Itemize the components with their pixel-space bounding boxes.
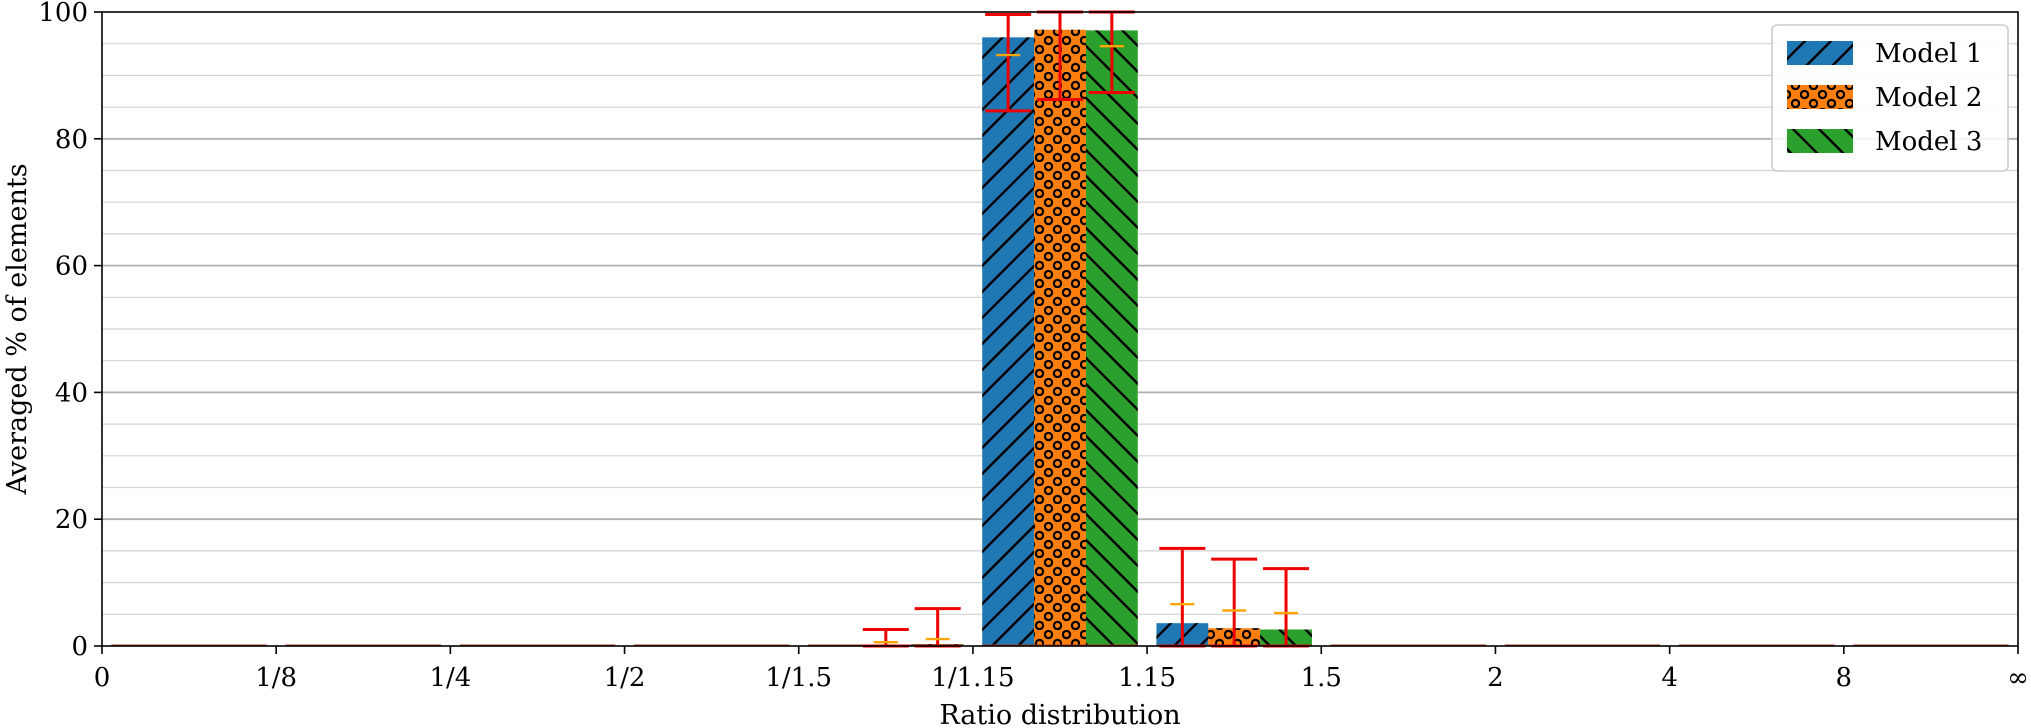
legend-entry: Model 2 — [1787, 83, 1982, 113]
series-3-bar — [1085, 30, 1138, 647]
legend-label: Model 1 — [1875, 39, 1982, 69]
y-tick-label: 40 — [55, 378, 88, 408]
x-tick-label: 1/2 — [604, 663, 646, 693]
y-tick-label: 20 — [55, 505, 88, 535]
x-tick-label: 1/1.5 — [765, 663, 832, 693]
plot-frame — [101, 11, 2019, 647]
legend-swatch-pattern — [1787, 129, 1853, 153]
legend: Model 1 Model 2 Model 3 — [1771, 24, 2009, 172]
x-tick-label: 0 — [94, 663, 111, 693]
series-1-bar — [982, 37, 1035, 647]
series-2-bar-pattern — [1034, 29, 1086, 646]
legend-swatch-pattern — [1787, 41, 1853, 65]
y-tick-label: 60 — [55, 252, 88, 282]
x-tick-label: ∞ — [2007, 663, 2029, 693]
legend-swatch-pattern — [1787, 85, 1853, 109]
x-axis-label: Ratio distribution — [939, 700, 1180, 728]
y-axis-label: Averaged % of elements — [2, 163, 33, 495]
x-tick-label: 1.15 — [1118, 663, 1176, 693]
x-tick-label: 1.5 — [1301, 663, 1342, 693]
bars — [111, 29, 2009, 647]
legend-label: Model 3 — [1875, 127, 1982, 157]
x-tick-label: 2 — [1487, 663, 1504, 693]
y-tick-label: 0 — [71, 632, 88, 662]
legend-entry: Model 3 — [1787, 127, 1982, 157]
series-1-bar-pattern — [982, 37, 1035, 647]
y-tick-label: 100 — [38, 0, 88, 28]
x-tick-label: 4 — [1661, 663, 1678, 693]
error-bars — [862, 10, 1310, 648]
x-tick-label: 1/1.15 — [931, 663, 1014, 693]
x-tick-label: 1/8 — [255, 663, 297, 693]
axis-ticks: 0 20 40 60 80 100 0 1/8 1/4 1/2 1/1.5 1/1.15 1.15 1.5… — [38, 0, 2028, 693]
series-2-bar — [1034, 29, 1086, 647]
series-2-error-bar — [862, 628, 909, 648]
x-tick-label: 8 — [1836, 663, 1853, 693]
series-1-error-bar — [985, 13, 1032, 113]
x-tick-label: 1/4 — [429, 663, 471, 693]
series-3-bar-pattern — [1085, 30, 1138, 647]
y-tick-label: 80 — [55, 125, 88, 155]
legend-entry: Model 1 — [1787, 39, 1982, 69]
legend-label: Model 2 — [1875, 83, 1982, 113]
